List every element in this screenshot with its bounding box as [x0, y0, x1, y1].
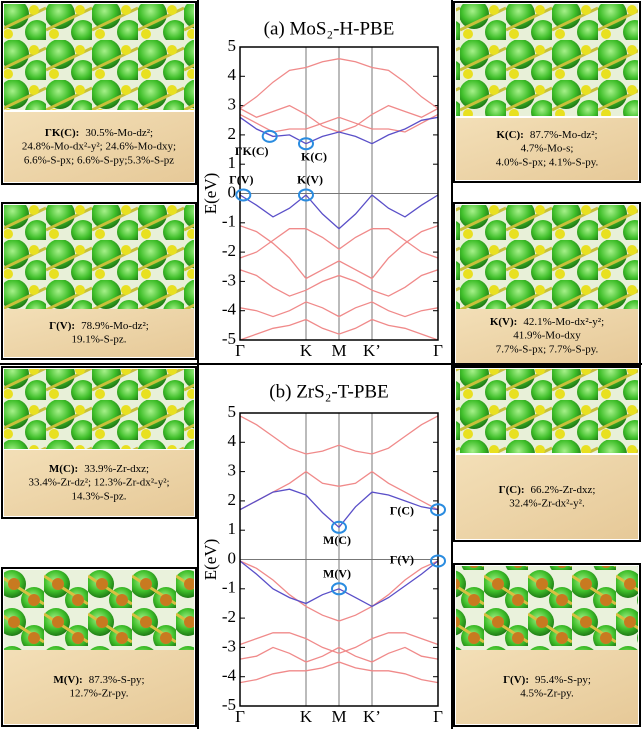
panel-text: 32.4%-Zr-dx²-y². — [509, 498, 585, 510]
y-axis-label: E(eV) — [201, 173, 220, 215]
orbital-image — [4, 205, 194, 309]
orbital-image — [456, 566, 638, 650]
panel-text: 95.4%-S-py; — [535, 674, 591, 686]
annotation-label: M(V) — [323, 567, 351, 581]
panel-text: 19.1%-S-pz. — [72, 334, 127, 346]
x-tick-label: Γ — [235, 707, 245, 726]
panel-text: 78.9%-Mo-dz²; — [81, 320, 149, 332]
x-tick-label: Γ — [433, 707, 443, 726]
x-tick-label: K’ — [363, 707, 381, 726]
orbital-image — [456, 205, 638, 309]
orbital-panel: Γ(V): 95.4%-S-py; 4.5%-Zr-py. — [454, 564, 640, 726]
annotation-label: Γ(V) — [390, 553, 414, 567]
x-tick-label: M — [331, 707, 346, 726]
panel-label: M(V): — [53, 674, 82, 686]
x-tick-label: Γ — [235, 341, 245, 360]
panel-text: 87.7%-Mo-dz²; — [530, 129, 598, 141]
orbital-panel: M(V): 87.3%-S-py; 12.7%-Zr-py. — [2, 568, 196, 726]
y-tick-label: -1 — [222, 578, 236, 597]
orbital-image — [4, 369, 194, 449]
y-tick-label: 4 — [228, 65, 237, 84]
y-tick-label: -4 — [222, 300, 237, 319]
y-tick-label: 3 — [228, 95, 237, 114]
y-tick-label: 4 — [228, 431, 237, 450]
panel-line: M(C): 33.9%-Zr-dxz; — [49, 463, 149, 475]
panel-text: 4.7%-Mo-s; — [521, 143, 574, 155]
y-tick-label: -4 — [222, 666, 237, 685]
y-tick-label: -5 — [222, 329, 236, 348]
x-tick-label: Γ — [433, 341, 443, 360]
y-tick-label: 1 — [228, 519, 237, 538]
annotation-label: K(V) — [297, 173, 323, 187]
annotation-label: Γ(V) — [229, 173, 253, 187]
panel-label: K(C): — [496, 129, 524, 141]
x-tick-label: K’ — [363, 341, 381, 360]
panel-label: Γ(V): — [49, 320, 75, 332]
panel-text: 6.6%-S-px; 6.6%-S-py;5.3%-S-pz — [24, 155, 174, 167]
x-tick-label: K — [300, 707, 313, 726]
orbital-image — [456, 4, 638, 116]
orbital-panel: K(V): 42.1%-Mo-dx²-y²; 41.9%-Mo-dxy 7.7%-S-… — [454, 203, 640, 365]
panel-text: 14.3%-S-pz. — [72, 491, 127, 503]
chart-title: (a) MoS₂-H-PBE — [264, 18, 395, 39]
panel-line: K(C): 87.7%-Mo-dz²; — [496, 129, 597, 141]
y-tick-label: -5 — [222, 695, 236, 714]
panel-line: M(V): 87.3%-S-py; — [53, 674, 144, 686]
panel-line: Γ(V): 78.9%-Mo-dz²; — [49, 320, 149, 332]
panel-text: 30.5%-Mo-dz²; — [85, 127, 153, 139]
annotation-label: ΓK(C) — [235, 144, 269, 158]
y-tick-label: -3 — [222, 270, 236, 289]
annotation-label: Γ(C) — [390, 503, 414, 517]
orbital-panel: ΓK(C): 30.5%-Mo-dz²; 24.8%-Mo-dx²-y²; 24.6… — [2, 2, 196, 184]
annotation-label: K(C) — [301, 149, 327, 163]
panel-text: 12.7%-Zr-py. — [70, 688, 129, 700]
orbital-panel: M(C): 33.9%-Zr-dxz; 33.4%-Zr-dz²; 12.3%-Zr… — [2, 367, 196, 518]
chart-title: (b) ZrS₂-T-PBE — [269, 381, 388, 402]
panel-text: 41.9%-Mo-dxy — [513, 330, 581, 342]
y-tick-label: -3 — [222, 636, 236, 655]
y-tick-label: 5 — [228, 36, 237, 55]
panel-label: M(C): — [49, 463, 78, 475]
x-tick-label: K — [300, 341, 313, 360]
panel-text: 24.8%-Mo-dx²-y²; 24.6%-Mo-dxy; — [22, 141, 176, 153]
y-tick-label: -2 — [222, 241, 236, 260]
y-tick-label: 0 — [228, 548, 237, 567]
orbital-panel: K(C): 87.7%-Mo-dz²; 4.7%-Mo-s; 4.0%-S-px; 4… — [454, 2, 640, 182]
panel-line: K(V): 42.1%-Mo-dx²-y²; — [490, 316, 604, 328]
y-axis-label: E(eV) — [201, 539, 220, 581]
figure: ΓK(C):30.5%-Mo-dz²;24.8%-Mo-dx²-y²; 24.6… — [0, 0, 642, 729]
panel-text: 33.4%-Zr-dz²; 12.3%-Zr-dx²-y²; — [28, 477, 169, 489]
orbital-image — [456, 369, 638, 453]
panel-line: Γ(V): 95.4%-S-py; — [503, 674, 591, 686]
panel-line: Γ(C): 66.2%-Zr-dxz; — [499, 484, 596, 496]
y-tick-label: 5 — [228, 402, 237, 421]
panel-label: K(V): — [490, 316, 518, 328]
panel-label: ΓK(C): — [45, 127, 80, 139]
y-tick-label: -2 — [222, 607, 236, 626]
y-tick-label: 2 — [228, 490, 237, 509]
orbital-image — [4, 4, 194, 110]
y-tick-label: 2 — [228, 124, 237, 143]
panel-text: 42.1%-Mo-dx²-y²; — [523, 316, 604, 328]
panel-text: 66.2%-Zr-dxz; — [531, 484, 596, 496]
panel-label: Γ(V): — [503, 674, 529, 686]
orbital-panel: Γ(V): 78.9%-Mo-dz²; 19.1%-S-pz. — [2, 203, 196, 359]
y-tick-label: 3 — [228, 461, 237, 480]
panel-text: 4.5%-Zr-py. — [520, 688, 574, 700]
panel-text: 87.3%-S-py; — [89, 674, 145, 686]
panel-line: ΓK(C): 30.5%-Mo-dz²; — [45, 127, 153, 139]
x-tick-label: M — [331, 341, 346, 360]
panel-label: Γ(C): — [499, 484, 525, 496]
panel-text: 4.0%-S-px; 4.1%-S-py. — [496, 157, 599, 169]
panel-text: 33.9%-Zr-dxz; — [84, 463, 149, 475]
annotation-label: M(C) — [323, 533, 351, 547]
panel-text: 7.7%-S-px; 7.7%-S-py. — [496, 344, 599, 356]
y-tick-label: -1 — [222, 212, 236, 231]
orbital-image — [4, 570, 194, 650]
